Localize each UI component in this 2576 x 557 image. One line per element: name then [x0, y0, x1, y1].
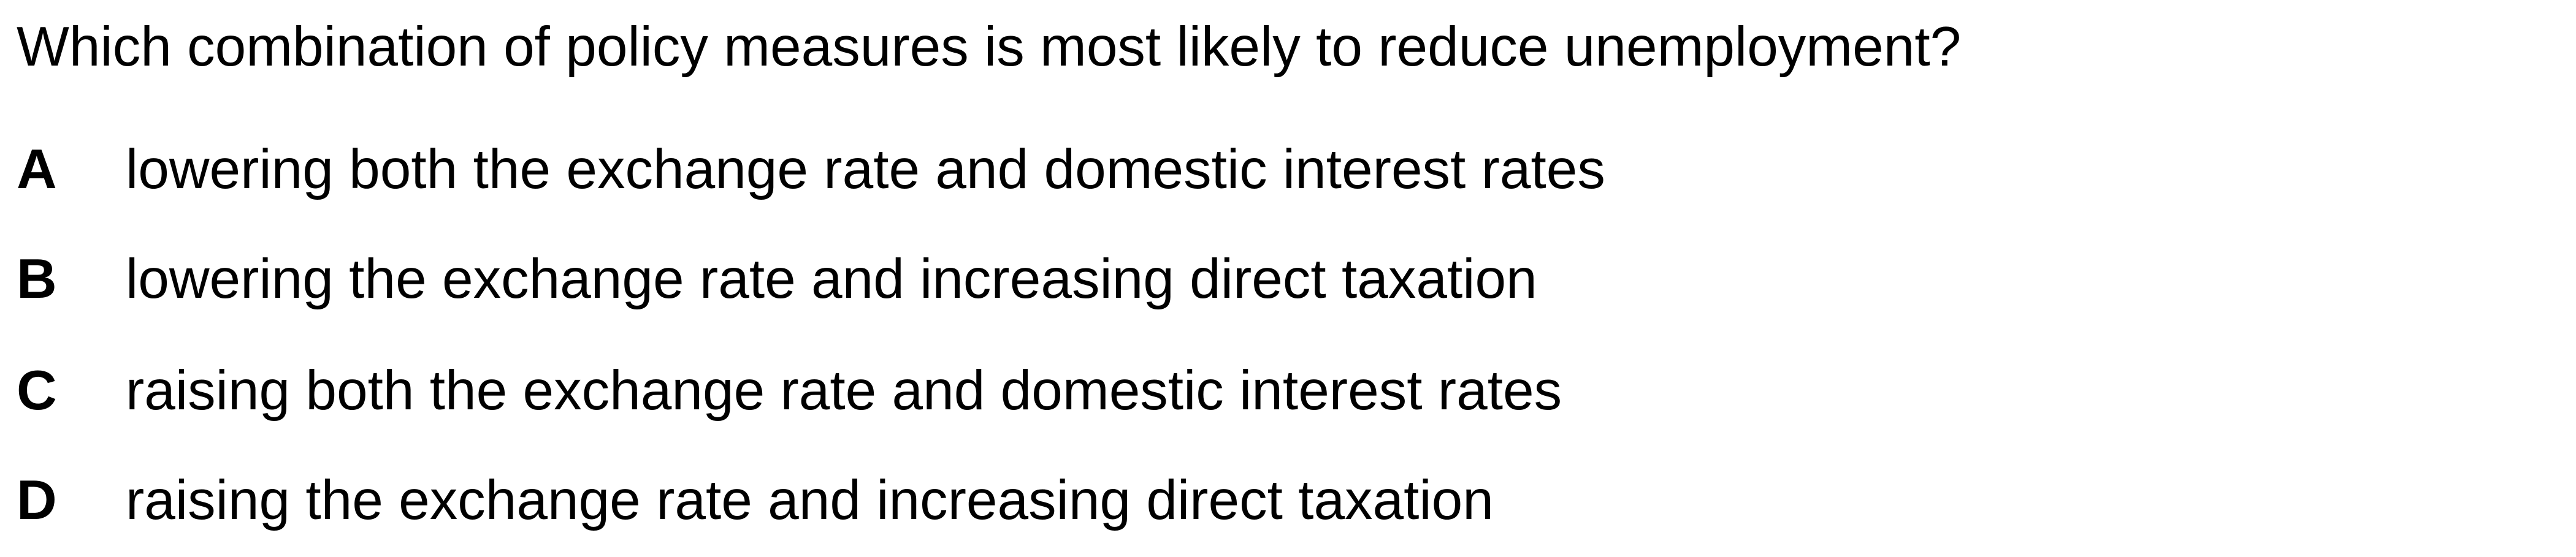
- option-text: raising the exchange rate and increasing…: [126, 469, 1494, 531]
- question-text: Which combination of policy measures is …: [17, 16, 1962, 78]
- option-text: lowering the exchange rate and increasin…: [126, 248, 1537, 310]
- option-text: lowering both the exchange rate and dome…: [126, 138, 1605, 200]
- option-text: raising both the exchange rate and domes…: [126, 360, 1562, 422]
- option-letter: B: [17, 248, 57, 310]
- option-letter: D: [17, 469, 57, 531]
- option-letter: A: [17, 138, 57, 200]
- option-letter: C: [17, 360, 57, 422]
